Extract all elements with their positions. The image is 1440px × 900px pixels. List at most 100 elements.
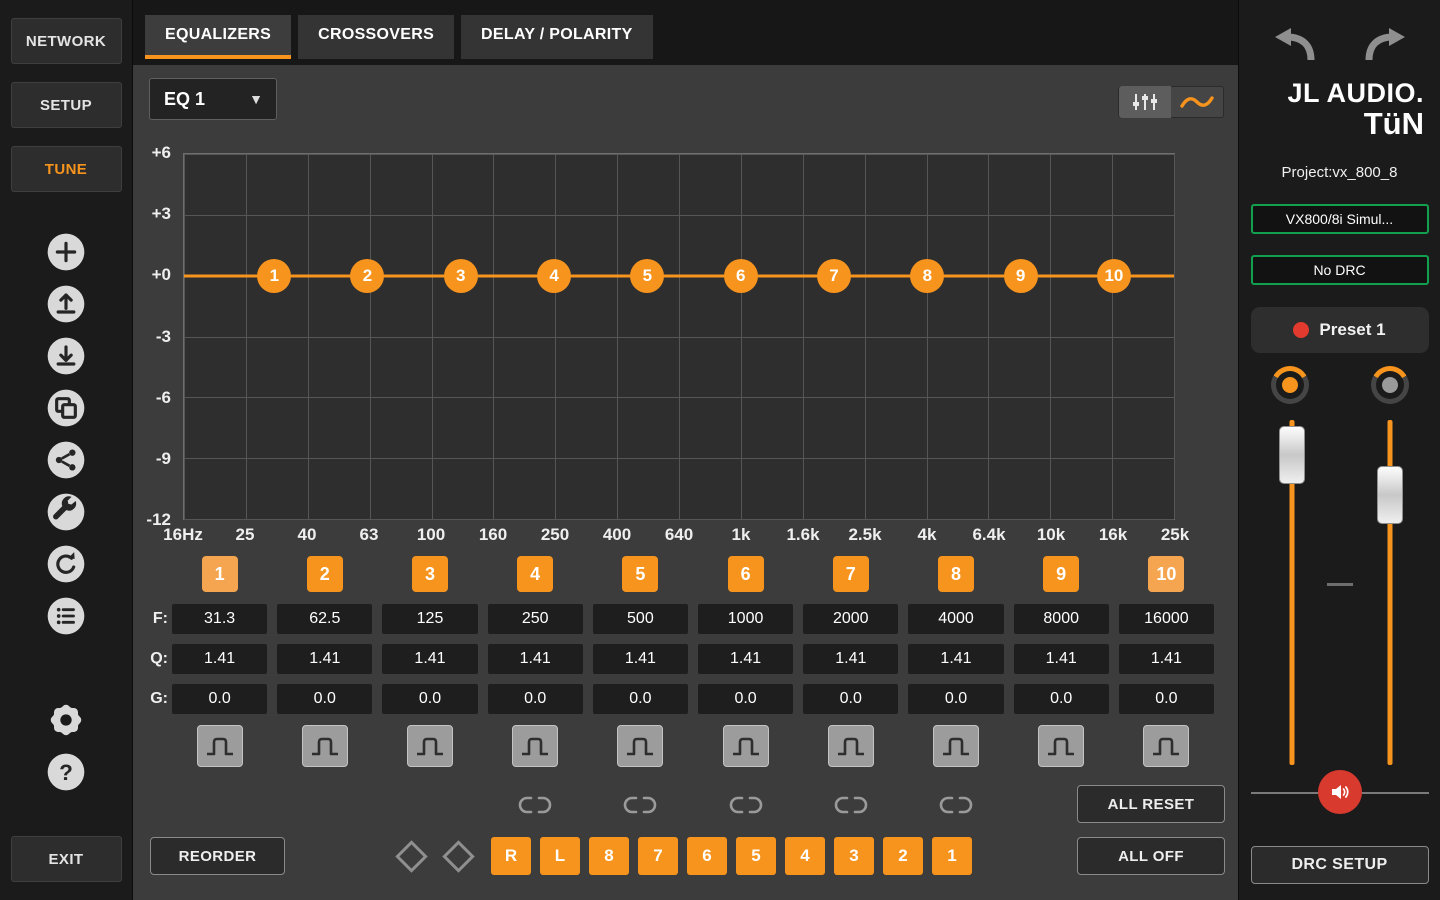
band-marker-3[interactable]: 3 <box>411 556 448 592</box>
redo-icon[interactable] <box>1363 28 1407 62</box>
band-marker-1[interactable]: 1 <box>201 556 238 592</box>
band-handle-9[interactable]: 9 <box>1003 258 1038 293</box>
q-value-9[interactable]: 1.41 <box>1013 644 1109 674</box>
band-marker-9[interactable]: 9 <box>1043 556 1080 592</box>
channel-button-2[interactable]: 2 <box>883 837 923 875</box>
eq-selector[interactable]: EQ 1 ▼ <box>149 78 277 120</box>
channel-button-4[interactable]: 4 <box>785 837 825 875</box>
share-icon[interactable] <box>46 440 86 480</box>
q-value-3[interactable]: 1.41 <box>382 644 478 674</box>
filter-shape-button-6[interactable] <box>722 725 769 767</box>
link-icon[interactable] <box>623 794 657 816</box>
freq-value-6[interactable]: 1000 <box>697 604 794 634</box>
diamond-icon[interactable] <box>395 839 428 873</box>
band-marker-5[interactable]: 5 <box>622 556 659 592</box>
q-value-10[interactable]: 1.41 <box>1118 644 1214 674</box>
band-handle-4[interactable]: 4 <box>537 258 572 293</box>
filter-shape-button-10[interactable] <box>1143 725 1190 767</box>
band-handle-3[interactable]: 3 <box>443 258 478 293</box>
gain-value-10[interactable]: 0.0 <box>1118 684 1214 714</box>
q-value-2[interactable]: 1.41 <box>277 644 373 674</box>
gain-value-2[interactable]: 0.0 <box>277 684 373 714</box>
band-handle-10[interactable]: 10 <box>1096 258 1131 293</box>
channel-button-5[interactable]: 5 <box>736 837 776 875</box>
band-handle-7[interactable]: 7 <box>816 258 851 293</box>
device-button[interactable]: VX800/8i Simul... <box>1250 204 1429 234</box>
gain-value-9[interactable]: 0.0 <box>1013 684 1109 714</box>
mute-button[interactable] <box>1317 770 1362 814</box>
band-handle-2[interactable]: 2 <box>350 258 385 293</box>
upload-icon[interactable] <box>46 284 86 324</box>
settings-icon[interactable] <box>46 700 86 740</box>
add-icon[interactable] <box>46 232 86 272</box>
eq-graph[interactable]: 1 2 3 4 5 6 7 8 9 10 <box>183 153 1175 520</box>
left-level-slider[interactable] <box>1277 420 1307 765</box>
band-handle-1[interactable]: 1 <box>257 258 292 293</box>
gain-value-3[interactable]: 0.0 <box>382 684 478 714</box>
freq-value-10[interactable]: 16000 <box>1118 604 1214 634</box>
band-marker-4[interactable]: 4 <box>517 556 554 592</box>
reorder-button[interactable]: REORDER <box>150 837 285 875</box>
gain-value-5[interactable]: 0.0 <box>592 684 688 714</box>
exit-button[interactable]: EXIT <box>10 836 122 882</box>
freq-value-3[interactable]: 125 <box>382 604 478 634</box>
help-icon[interactable]: ? <box>46 752 86 792</box>
link-icon[interactable] <box>518 794 552 816</box>
nav-setup-button[interactable]: SETUP <box>10 82 122 128</box>
tab-equalizers[interactable]: EQUALIZERS <box>145 15 292 59</box>
filter-shape-button-1[interactable] <box>196 725 243 767</box>
drc-setup-button[interactable]: DRC SETUP <box>1250 846 1429 884</box>
wave-view-button[interactable] <box>1171 86 1223 118</box>
band-marker-2[interactable]: 2 <box>306 556 343 592</box>
faders-view-button[interactable] <box>1119 86 1171 118</box>
freq-value-5[interactable]: 500 <box>592 604 688 634</box>
undo-icon[interactable] <box>46 544 86 584</box>
channel-button-l[interactable]: L <box>540 837 580 875</box>
copy-icon[interactable] <box>46 388 86 428</box>
q-value-8[interactable]: 1.41 <box>908 644 1004 674</box>
band-handle-8[interactable]: 8 <box>910 258 945 293</box>
band-marker-6[interactable]: 6 <box>727 556 764 592</box>
q-value-6[interactable]: 1.41 <box>697 644 794 674</box>
filter-shape-button-9[interactable] <box>1038 725 1085 767</box>
download-icon[interactable] <box>46 336 86 376</box>
q-value-1[interactable]: 1.41 <box>172 644 268 674</box>
link-icon[interactable] <box>939 794 973 816</box>
list-icon[interactable] <box>46 596 86 636</box>
freq-value-8[interactable]: 4000 <box>908 604 1004 634</box>
band-handle-5[interactable]: 5 <box>630 258 665 293</box>
gain-value-7[interactable]: 0.0 <box>803 684 899 714</box>
channel-button-8[interactable]: 8 <box>589 837 629 875</box>
channel-button-7[interactable]: 7 <box>638 837 678 875</box>
link-icon[interactable] <box>834 794 868 816</box>
channel-button-r[interactable]: R <box>491 837 531 875</box>
channel-button-6[interactable]: 6 <box>687 837 727 875</box>
band-handle-6[interactable]: 6 <box>723 258 758 293</box>
nav-network-button[interactable]: NETWORK <box>10 18 122 64</box>
all-off-button[interactable]: ALL OFF <box>1077 837 1225 875</box>
channel-button-3[interactable]: 3 <box>834 837 874 875</box>
band-marker-10[interactable]: 10 <box>1148 556 1185 592</box>
filter-shape-button-4[interactable] <box>512 725 559 767</box>
band-marker-7[interactable]: 7 <box>832 556 869 592</box>
freq-value-2[interactable]: 62.5 <box>277 604 373 634</box>
q-value-4[interactable]: 1.41 <box>487 644 583 674</box>
freq-value-9[interactable]: 8000 <box>1013 604 1109 634</box>
q-value-7[interactable]: 1.41 <box>803 644 899 674</box>
link-icon[interactable] <box>729 794 763 816</box>
freq-value-1[interactable]: 31.3 <box>172 604 268 634</box>
filter-shape-button-3[interactable] <box>406 725 453 767</box>
gain-value-6[interactable]: 0.0 <box>697 684 794 714</box>
preset-button[interactable]: Preset 1 <box>1250 307 1429 353</box>
right-knob[interactable] <box>1370 366 1409 404</box>
left-knob[interactable] <box>1270 366 1309 404</box>
tab-crossovers[interactable]: CROSSOVERS <box>298 15 455 59</box>
gain-value-4[interactable]: 0.0 <box>487 684 583 714</box>
slider-handle[interactable] <box>1278 426 1305 484</box>
freq-value-4[interactable]: 250 <box>487 604 583 634</box>
tab-delay-polarity[interactable]: DELAY / POLARITY <box>461 15 653 59</box>
band-marker-8[interactable]: 8 <box>937 556 974 592</box>
diamond-icon[interactable] <box>442 839 475 873</box>
gain-value-8[interactable]: 0.0 <box>908 684 1004 714</box>
filter-shape-button-2[interactable] <box>301 725 348 767</box>
